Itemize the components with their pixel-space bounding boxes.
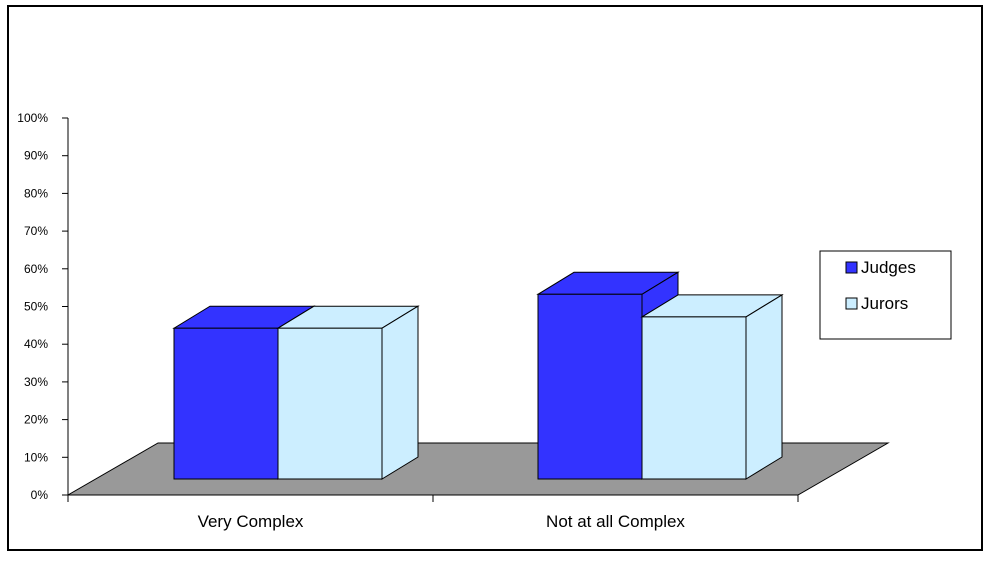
y-tick-label: 80% [24, 186, 48, 200]
legend-swatch [845, 297, 858, 310]
y-tick-label: 0% [31, 488, 49, 502]
x-tick-label: Not at all Complex [546, 512, 685, 531]
y-tick-label: 90% [24, 149, 48, 163]
legend: Judges Jurors [819, 250, 952, 340]
y-tick-label: 20% [24, 413, 48, 427]
y-tick-label: 50% [24, 300, 48, 314]
y-tick-label: 70% [24, 224, 48, 238]
y-tick-label: 10% [24, 450, 48, 464]
x-tick-label: Very Complex [198, 512, 304, 531]
bar-front-face [173, 327, 279, 480]
y-tick-label: 60% [24, 262, 48, 276]
y-tick-label: 40% [24, 337, 48, 351]
legend-label: Jurors [861, 294, 908, 313]
y-tick-label: 100% [17, 111, 48, 125]
bar-side-face [745, 293, 783, 480]
legend-box [819, 250, 952, 340]
y-tick-label: 30% [24, 375, 48, 389]
bar-front-face [537, 293, 643, 480]
legend-swatch [845, 261, 858, 274]
legend-label: Judges [861, 258, 916, 277]
bar-front-face [277, 327, 383, 480]
bar-1-1 [640, 293, 784, 480]
bar-front-face [641, 316, 747, 480]
bar-side-face [381, 305, 419, 480]
bar-1-0 [276, 305, 420, 480]
